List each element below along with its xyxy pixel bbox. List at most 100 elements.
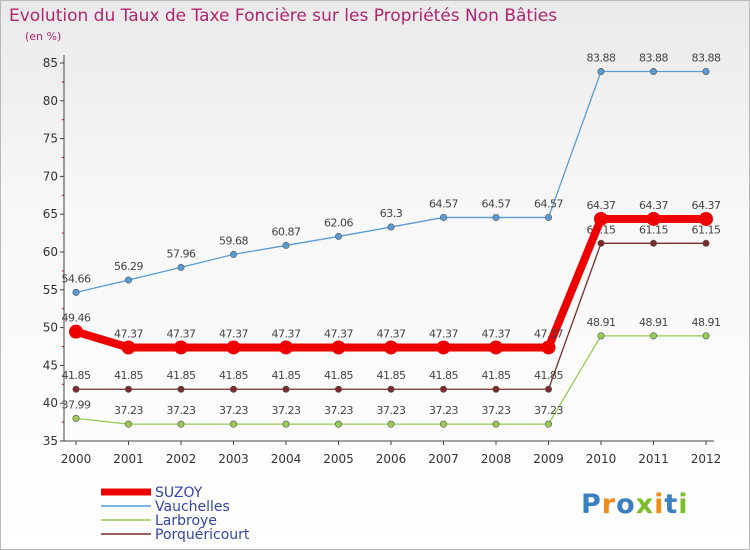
logo-letter: i bbox=[654, 489, 665, 520]
data-point-vauchelles bbox=[177, 263, 185, 271]
data-point-porqu-ricourt bbox=[544, 385, 552, 393]
x-tick-label: 2002 bbox=[166, 452, 197, 466]
data-point-larbroye bbox=[492, 420, 500, 428]
data-label-vauchelles: 64.57 bbox=[482, 197, 511, 210]
y-tick-label: 45 bbox=[43, 358, 58, 372]
y-tick-label: 65 bbox=[43, 207, 58, 221]
data-label-porqu-ricourt: 41.85 bbox=[377, 369, 406, 382]
y-tick-label: 55 bbox=[43, 283, 58, 297]
legend-label-suzoy: SUZOY bbox=[155, 485, 203, 501]
data-point-porqu-ricourt bbox=[125, 385, 133, 393]
x-tick-label: 2001 bbox=[113, 452, 144, 466]
data-point-vauchelles bbox=[282, 241, 290, 249]
data-label-vauchelles: 63.3 bbox=[380, 207, 403, 220]
data-label-larbroye: 48.91 bbox=[692, 316, 721, 329]
data-point-porqu-ricourt bbox=[649, 239, 657, 247]
data-point-suzoy bbox=[384, 340, 398, 355]
x-tick-label: 2007 bbox=[428, 452, 459, 466]
data-point-vauchelles bbox=[544, 213, 552, 221]
logo-letter: o bbox=[616, 489, 636, 520]
logo-letter: x bbox=[635, 489, 655, 520]
x-tick-label: 2006 bbox=[376, 452, 407, 466]
data-point-larbroye bbox=[334, 420, 342, 428]
data-label-vauchelles: 56.29 bbox=[114, 260, 143, 273]
data-label-suzoy: 47.37 bbox=[429, 327, 458, 340]
data-label-porqu-ricourt: 41.85 bbox=[429, 369, 458, 382]
series-vauchelles: 54.66 56.29 57.96 59.68 60.87 62.06 63.3 64.57 6… bbox=[62, 51, 721, 296]
data-point-porqu-ricourt bbox=[387, 385, 395, 393]
data-label-vauchelles: 83.88 bbox=[692, 51, 721, 64]
data-point-larbroye bbox=[125, 420, 133, 428]
data-point-porqu-ricourt bbox=[177, 385, 185, 393]
data-point-porqu-ricourt bbox=[230, 385, 238, 393]
data-label-suzoy: 47.37 bbox=[114, 327, 143, 340]
data-label-suzoy: 47.37 bbox=[167, 327, 196, 340]
data-point-larbroye bbox=[439, 420, 447, 428]
data-point-suzoy bbox=[226, 340, 241, 355]
x-tick-label: 2008 bbox=[481, 452, 512, 466]
data-label-porqu-ricourt: 41.85 bbox=[324, 369, 353, 382]
data-label-porqu-ricourt: 41.85 bbox=[62, 369, 91, 382]
data-point-larbroye bbox=[702, 332, 710, 340]
y-tick-label: 70 bbox=[43, 169, 58, 183]
data-point-porqu-ricourt bbox=[702, 239, 710, 247]
chart-title: Evolution du Taux de Taxe Foncière sur l… bbox=[9, 6, 558, 26]
data-label-suzoy: 47.37 bbox=[534, 327, 563, 340]
data-point-vauchelles bbox=[492, 213, 500, 221]
data-label-larbroye: 48.91 bbox=[587, 316, 616, 329]
data-label-larbroye: 37.23 bbox=[482, 404, 511, 417]
data-label-larbroye: 37.99 bbox=[62, 398, 91, 411]
data-label-vauchelles: 54.66 bbox=[62, 272, 91, 285]
series-porqu-ricourt: 41.85 41.85 41.85 41.85 41.85 41.85 41.85 41.85… bbox=[62, 223, 721, 393]
data-label-suzoy: 47.37 bbox=[324, 327, 353, 340]
series-suzoy: 49.46 47.37 47.37 47.37 47.37 47.37 47.37 47.37… bbox=[62, 199, 721, 355]
legend-label-larbroye: Larbroye bbox=[155, 513, 217, 529]
data-point-porqu-ricourt bbox=[282, 385, 290, 393]
data-label-larbroye: 37.23 bbox=[534, 404, 563, 417]
data-label-vauchelles: 60.87 bbox=[272, 225, 301, 238]
x-tick-label: 2011 bbox=[638, 452, 669, 466]
logo-letter: i bbox=[678, 489, 689, 520]
x-tick-label: 2004 bbox=[271, 452, 302, 466]
data-point-porqu-ricourt bbox=[334, 385, 342, 393]
data-point-larbroye bbox=[597, 332, 605, 340]
data-label-porqu-ricourt: 61.15 bbox=[692, 223, 721, 236]
logo-letter: r bbox=[601, 489, 617, 520]
data-label-suzoy: 64.37 bbox=[639, 199, 668, 212]
data-label-suzoy: 49.46 bbox=[62, 312, 91, 325]
data-label-vauchelles: 64.57 bbox=[534, 197, 563, 210]
data-point-larbroye bbox=[72, 414, 80, 422]
data-label-porqu-ricourt: 61.15 bbox=[639, 223, 668, 236]
data-label-larbroye: 37.23 bbox=[167, 404, 196, 417]
data-label-larbroye: 37.23 bbox=[324, 404, 353, 417]
data-point-vauchelles bbox=[649, 67, 657, 75]
data-point-vauchelles bbox=[125, 276, 133, 284]
data-label-suzoy: 64.37 bbox=[587, 199, 616, 212]
proxiti-logo: Proxiti bbox=[581, 489, 689, 520]
y-axis-unit-label: (en %) bbox=[25, 30, 62, 43]
data-point-larbroye bbox=[649, 332, 657, 340]
y-tick-label: 75 bbox=[43, 132, 58, 146]
data-point-vauchelles bbox=[72, 288, 80, 296]
data-point-suzoy bbox=[646, 211, 661, 226]
data-point-suzoy bbox=[489, 340, 503, 355]
data-label-vauchelles: 83.88 bbox=[639, 51, 668, 64]
data-label-vauchelles: 59.68 bbox=[219, 234, 248, 247]
x-tick-label: 2000 bbox=[61, 452, 92, 466]
y-tick-label: 80 bbox=[43, 94, 58, 108]
data-point-porqu-ricourt bbox=[597, 239, 605, 247]
data-point-vauchelles bbox=[702, 67, 710, 75]
data-point-larbroye bbox=[387, 420, 395, 428]
x-tick-label: 2009 bbox=[533, 452, 564, 466]
data-point-vauchelles bbox=[597, 67, 605, 75]
logo-letter: P bbox=[581, 489, 602, 520]
data-point-larbroye bbox=[544, 420, 552, 428]
data-label-vauchelles: 64.57 bbox=[429, 197, 458, 210]
data-point-suzoy bbox=[541, 340, 556, 355]
data-point-suzoy bbox=[699, 211, 713, 226]
data-point-suzoy bbox=[69, 324, 83, 339]
y-tick-label: 50 bbox=[43, 321, 58, 335]
data-point-suzoy bbox=[331, 340, 346, 355]
y-tick-label: 40 bbox=[43, 396, 58, 410]
